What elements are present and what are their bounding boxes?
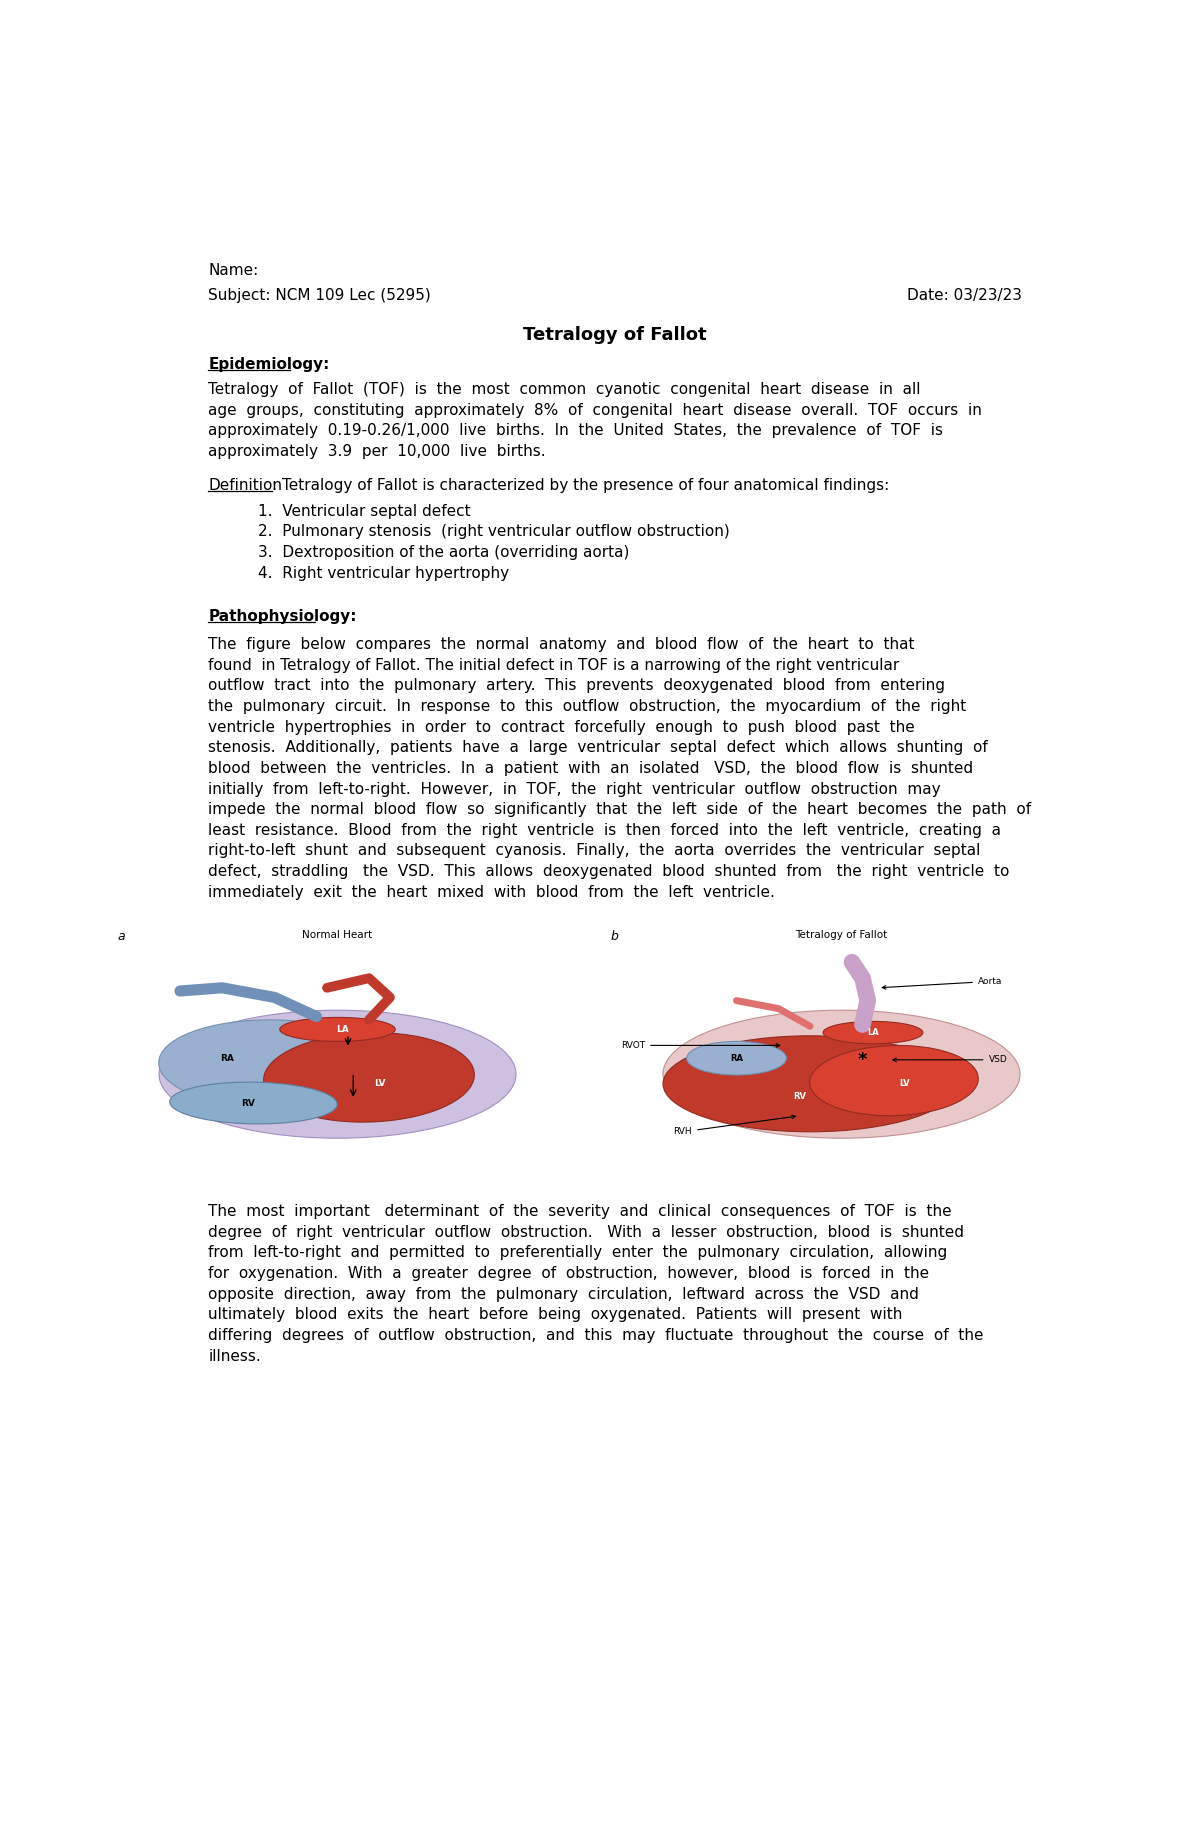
Text: : Tetralogy of Fallot is characterized by the presence of four anatomical findin: : Tetralogy of Fallot is characterized b…	[271, 479, 889, 494]
Text: RV: RV	[241, 1099, 256, 1108]
Ellipse shape	[662, 1035, 958, 1132]
Text: outflow  tract  into  the  pulmonary  artery.  This  prevents  deoxygenated  blo: outflow tract into the pulmonary artery.…	[208, 679, 946, 694]
Text: blood  between  the  ventricles.  In  a  patient  with  an  isolated   VSD,  the: blood between the ventricles. In a patie…	[208, 762, 973, 776]
Text: RA: RA	[730, 1053, 743, 1062]
Text: approximately  0.19-0.26/1,000  live  births.  In  the  United  States,  the  pr: approximately 0.19-0.26/1,000 live birth…	[208, 424, 943, 439]
Ellipse shape	[158, 1020, 390, 1110]
Text: Tetralogy of Fallot: Tetralogy of Fallot	[796, 930, 888, 940]
Text: ventricle  hypertrophies  in  order  to  contract  forcefully  enough  to  push : ventricle hypertrophies in order to cont…	[208, 719, 914, 734]
Text: 1.  Ventricular septal defect: 1. Ventricular septal defect	[258, 505, 472, 519]
Text: RVOT: RVOT	[622, 1040, 780, 1050]
Text: degree  of  right  ventricular  outflow  obstruction.   With  a  lesser  obstruc: degree of right ventricular outflow obst…	[208, 1224, 964, 1240]
Text: opposite  direction,  away  from  the  pulmonary  circulation,  leftward  across: opposite direction, away from the pulmon…	[208, 1286, 919, 1301]
Text: Definition: Definition	[208, 479, 282, 494]
Text: initially  from  left-to-right.  However,  in  TOF,  the  right  ventricular  ou: initially from left-to-right. However, i…	[208, 782, 941, 796]
Text: LV: LV	[899, 1079, 910, 1088]
Ellipse shape	[169, 1083, 337, 1123]
Text: LV: LV	[373, 1079, 385, 1088]
Text: found  in Tetralogy of Fallot. The initial defect in TOF is a narrowing of the r: found in Tetralogy of Fallot. The initia…	[208, 657, 899, 673]
Text: Epidemiology:: Epidemiology:	[208, 358, 330, 373]
Text: defect,  straddling   the  VSD.  This  allows  deoxygenated  blood  shunted  fro: defect, straddling the VSD. This allows …	[208, 864, 1009, 879]
Text: *: *	[858, 1051, 868, 1068]
Text: RA: RA	[221, 1053, 234, 1062]
Text: Aorta: Aorta	[882, 976, 1002, 989]
Text: LA: LA	[868, 1028, 878, 1037]
Text: approximately  3.9  per  10,000  live  births.: approximately 3.9 per 10,000 live births…	[208, 444, 546, 459]
Ellipse shape	[662, 1011, 1020, 1138]
Text: a: a	[118, 930, 125, 943]
Text: RVH: RVH	[673, 1116, 796, 1136]
Text: stenosis.  Additionally,  patients  have  a  large  ventricular  septal  defect : stenosis. Additionally, patients have a …	[208, 740, 988, 756]
Text: b: b	[611, 930, 618, 943]
Text: age  groups,  constituting  approximately  8%  of  congenital  heart  disease  o: age groups, constituting approximately 8…	[208, 402, 982, 418]
Text: Tetralogy  of  Fallot  (TOF)  is  the  most  common  cyanotic  congenital  heart: Tetralogy of Fallot (TOF) is the most co…	[208, 382, 920, 396]
Text: for  oxygenation.  With  a  greater  degree  of  obstruction,  however,  blood  : for oxygenation. With a greater degree o…	[208, 1266, 929, 1281]
Ellipse shape	[158, 1011, 516, 1138]
Text: Pathophysiology:: Pathophysiology:	[208, 609, 356, 624]
Ellipse shape	[686, 1042, 786, 1075]
Text: Normal Heart: Normal Heart	[302, 930, 372, 940]
Ellipse shape	[810, 1046, 978, 1116]
Ellipse shape	[264, 1033, 474, 1123]
Ellipse shape	[823, 1022, 923, 1044]
Text: least  resistance.  Blood  from  the  right  ventricle  is  then  forced  into  : least resistance. Blood from the right v…	[208, 822, 1001, 839]
Text: Date: 03/23/23: Date: 03/23/23	[907, 288, 1022, 303]
Text: from  left-to-right  and  permitted  to  preferentially  enter  the  pulmonary  : from left-to-right and permitted to pref…	[208, 1246, 947, 1261]
Text: 2.  Pulmonary stenosis  (right ventricular outflow obstruction): 2. Pulmonary stenosis (right ventricular…	[258, 525, 731, 539]
Text: differing  degrees  of  outflow  obstruction,  and  this  may  fluctuate  throug: differing degrees of outflow obstruction…	[208, 1329, 984, 1343]
Text: VSD: VSD	[893, 1055, 1007, 1064]
Text: Subject: NCM 109 Lec (5295): Subject: NCM 109 Lec (5295)	[208, 288, 431, 303]
Text: The  figure  below  compares  the  normal  anatomy  and  blood  flow  of  the  h: The figure below compares the normal ana…	[208, 637, 914, 651]
Text: the  pulmonary  circuit.  In  response  to  this  outflow  obstruction,  the  my: the pulmonary circuit. In response to th…	[208, 699, 966, 714]
Text: LA: LA	[336, 1026, 349, 1033]
Text: 3.  Dextroposition of the aorta (overriding aorta): 3. Dextroposition of the aorta (overridi…	[258, 545, 630, 560]
Ellipse shape	[280, 1017, 395, 1042]
Text: illness.: illness.	[208, 1349, 260, 1363]
Text: The  most  important   determinant  of  the  severity  and  clinical  consequenc: The most important determinant of the se…	[208, 1204, 952, 1218]
Text: right-to-left  shunt  and  subsequent  cyanosis.  Finally,  the  aorta  override: right-to-left shunt and subsequent cyano…	[208, 844, 980, 859]
Text: 4.  Right ventricular hypertrophy: 4. Right ventricular hypertrophy	[258, 565, 510, 580]
Text: immediately  exit  the  heart  mixed  with  blood  from  the  left  ventricle.: immediately exit the heart mixed with bl…	[208, 884, 775, 899]
Text: ultimately  blood  exits  the  heart  before  being  oxygenated.  Patients  will: ultimately blood exits the heart before …	[208, 1307, 902, 1323]
Text: Name:: Name:	[208, 262, 258, 277]
Text: impede  the  normal  blood  flow  so  significantly  that  the  left  side  of  : impede the normal blood flow so signific…	[208, 802, 1031, 817]
Text: RV: RV	[793, 1092, 806, 1101]
Text: Tetralogy of Fallot: Tetralogy of Fallot	[523, 327, 707, 345]
